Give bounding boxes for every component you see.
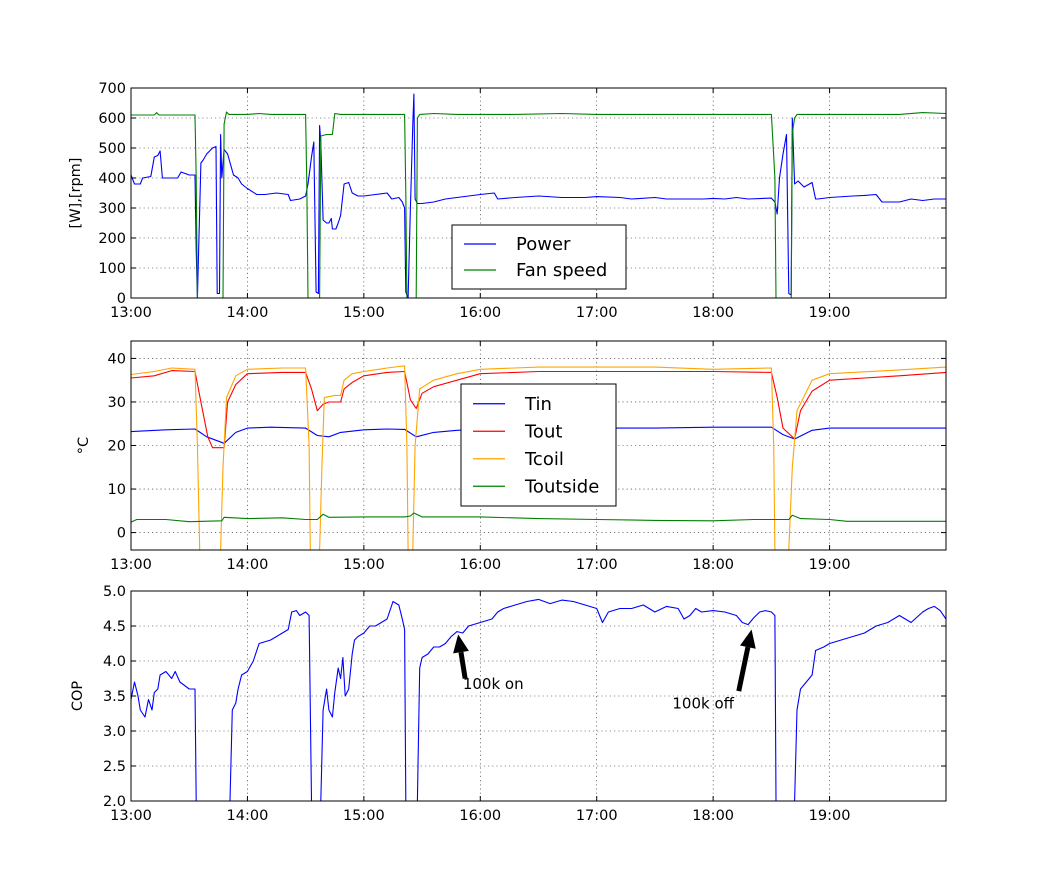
legend: Power Fan speed (451, 224, 627, 290)
series-line-tcoil (131, 365, 946, 550)
y-tick-label: 100 (98, 261, 126, 277)
y-tick-label: 5.0 (103, 584, 126, 600)
annotation-arrow-head (453, 634, 469, 654)
x-tick-label: 15:00 (343, 557, 385, 573)
annotation-arrow-shaft (458, 651, 468, 679)
x-tick-label: 18:00 (692, 305, 734, 321)
x-tick-label: 17:00 (576, 808, 618, 824)
y-axis-label: °C (76, 437, 92, 454)
x-tick-label: 18:00 (692, 808, 734, 824)
x-tick-label: 19:00 (809, 808, 851, 824)
x-tick-label: 14:00 (227, 808, 269, 824)
y-tick-label: 4.0 (103, 654, 126, 670)
y-tick-label: 0 (117, 291, 126, 307)
annotation-arrow-head (740, 629, 756, 649)
x-tick-label: 16:00 (459, 557, 501, 573)
x-tick-label: 13:00 (110, 557, 152, 573)
y-tick-label: 10 (108, 482, 126, 498)
panel-1: 13:00 14:00 15:00 16:00 17:00 18:00 19:00 0 100 2… (68, 81, 947, 321)
x-tick-label: 16:00 (459, 305, 501, 321)
legend: Tin Tout Tcoil Toutside (460, 383, 617, 507)
y-axis-label: COP (70, 681, 86, 712)
y-tick-label: 300 (98, 201, 126, 217)
series-line-cop (131, 598, 946, 801)
x-tick-label: 19:00 (809, 557, 851, 573)
x-tick-label: 17:00 (576, 557, 618, 573)
x-tick-label: 17:00 (576, 305, 618, 321)
y-tick-label: 400 (98, 171, 126, 187)
legend-box (451, 224, 627, 290)
x-tick-label: 13:00 (110, 808, 152, 824)
y-axis-label: [W],[rpm] (68, 158, 84, 229)
y-tick-label: 2.5 (103, 759, 126, 775)
y-tick-label: 500 (98, 141, 126, 157)
y-tick-label: 40 (108, 351, 126, 367)
annotation-label: 100k on (463, 675, 524, 693)
plot-area (131, 598, 946, 801)
legend-label: Tin (524, 394, 552, 415)
x-tick-label: 19:00 (809, 305, 851, 321)
y-tick-label: 3.0 (103, 724, 126, 740)
panel-3: 13:00 14:00 15:00 16:00 17:00 18:00 19:00 2.0 2.… (70, 584, 947, 824)
x-tick-label: 15:00 (343, 808, 385, 824)
legend-label: Tcoil (524, 449, 564, 470)
series-line-toutside (131, 512, 946, 523)
x-tick-label: 16:00 (459, 808, 501, 824)
annotation-arrow-shaft (736, 646, 751, 692)
y-tick-label: 600 (98, 111, 126, 127)
x-tick-label: 14:00 (227, 557, 269, 573)
x-tick-label: 18:00 (692, 557, 734, 573)
y-tick-label: 2.0 (103, 794, 126, 810)
x-tick-label: 13:00 (110, 305, 152, 321)
y-tick-label: 3.5 (103, 689, 126, 705)
legend-label: Power (516, 234, 571, 255)
y-tick-label: 30 (108, 395, 126, 411)
plot-frame (130, 87, 947, 299)
plot-area (131, 365, 946, 550)
x-tick-label: 14:00 (227, 305, 269, 321)
legend-label: Toutside (524, 476, 599, 497)
y-tick-label: 4.5 (103, 619, 126, 635)
y-tick-label: 20 (108, 439, 126, 455)
series-line-fan-speed (131, 111, 946, 298)
panel-2: 13:00 14:00 15:00 16:00 17:00 18:00 19:00 0 10 20… (76, 340, 947, 573)
y-tick-label: 200 (98, 231, 126, 247)
legend-label: Tout (524, 421, 562, 442)
y-tick-label: 0 (117, 526, 126, 542)
plot-area (131, 93, 946, 298)
legend-label: Fan speed (516, 260, 607, 281)
x-tick-label: 15:00 (343, 305, 385, 321)
y-tick-label: 700 (98, 81, 126, 97)
series-line-power (131, 93, 946, 298)
series-line-tin (131, 426, 946, 444)
annotation-label: 100k off (672, 695, 734, 713)
